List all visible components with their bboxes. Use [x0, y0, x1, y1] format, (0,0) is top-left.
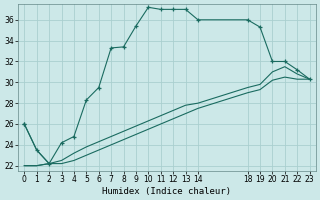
- X-axis label: Humidex (Indice chaleur): Humidex (Indice chaleur): [102, 187, 231, 196]
